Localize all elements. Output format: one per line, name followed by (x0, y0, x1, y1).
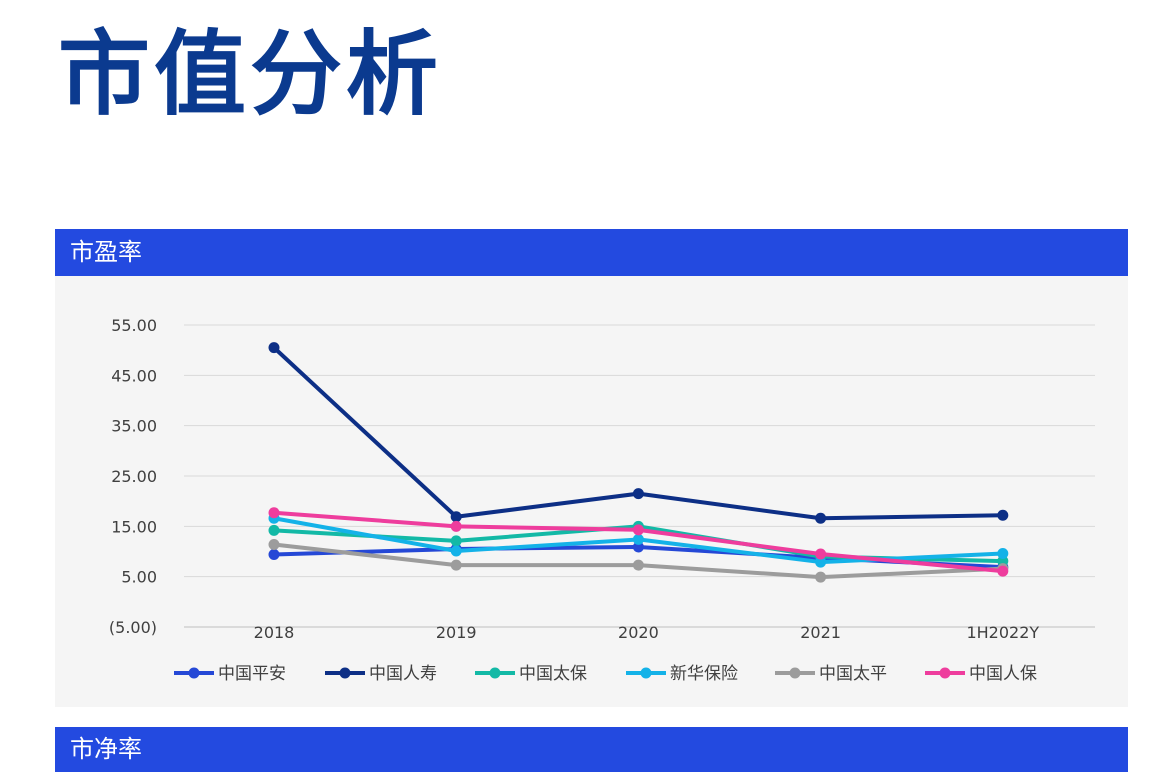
data-point (997, 548, 1009, 560)
legend-label: 中国人保 (969, 664, 1037, 684)
data-point (450, 545, 462, 557)
data-point (632, 559, 644, 571)
x-tick-label: 2019 (436, 623, 477, 642)
y-tick-label: 35.00 (111, 417, 157, 436)
data-point (450, 535, 462, 547)
data-point (815, 548, 827, 560)
section-header-pb: 市净率 (55, 727, 1128, 772)
section-header-pe: 市盈率 (55, 229, 1128, 276)
legend-swatch-marker (939, 667, 951, 679)
y-tick-label: (5.00) (109, 618, 157, 637)
data-point (268, 507, 280, 519)
legend-label: 中国平安 (218, 664, 286, 684)
y-tick-label: 5.00 (121, 568, 157, 587)
legend-label: 中国太平 (819, 664, 887, 684)
legend-swatch-marker (640, 667, 652, 679)
data-point (268, 342, 280, 354)
data-point (268, 538, 280, 550)
legend-label: 中国太保 (519, 664, 587, 684)
legend-swatch-marker (339, 667, 351, 679)
data-point (997, 509, 1009, 521)
data-point (268, 549, 280, 561)
page-title: 市值分析 (58, 21, 443, 128)
pe-chart-panel: 55.00 45.00 35.00 25.00 15.00 5.00 (5.00) 2018 2… (55, 276, 1128, 707)
x-tick-label: 2021 (800, 623, 841, 642)
data-point (632, 524, 644, 536)
data-point (450, 520, 462, 532)
data-point (815, 571, 827, 583)
data-point (268, 524, 280, 536)
data-point (632, 533, 644, 545)
x-tick-label: 2018 (254, 623, 295, 642)
pe-line-chart: 55.00 45.00 35.00 25.00 15.00 5.00 (5.00) 2018 2… (109, 316, 1095, 684)
data-point (815, 512, 827, 524)
y-tick-label: 55.00 (111, 316, 157, 335)
y-tick-label: 45.00 (111, 366, 157, 385)
data-point (997, 555, 1009, 567)
x-tick-label: 1H2022Y (966, 623, 1039, 642)
legend-swatch-marker (489, 667, 501, 679)
data-point (450, 559, 462, 571)
legend-swatch-marker (188, 667, 200, 679)
legend-swatch-marker (789, 667, 801, 679)
y-tick-label: 25.00 (111, 467, 157, 486)
data-point (632, 541, 644, 553)
data-point (450, 511, 462, 523)
legend-label: 中国人寿 (369, 664, 437, 684)
legend-label: 新华保险 (670, 664, 738, 684)
data-point (815, 556, 827, 568)
data-point (632, 488, 644, 500)
x-tick-label: 2020 (618, 623, 659, 642)
y-tick-label: 15.00 (111, 517, 157, 536)
data-point (997, 565, 1009, 577)
